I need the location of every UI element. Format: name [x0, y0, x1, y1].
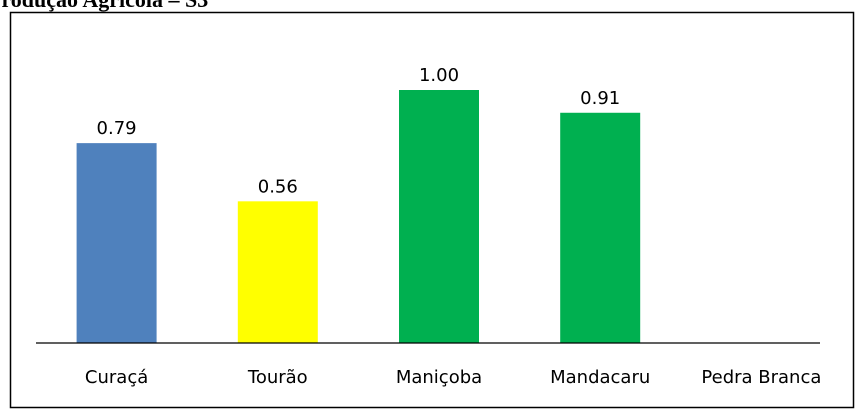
x-tick-label: Mandacaru — [550, 367, 650, 388]
data-label: 0.91 — [580, 88, 620, 109]
x-tick-label: Maniçoba — [396, 367, 482, 388]
data-label: 0.79 — [97, 118, 137, 139]
x-tick-label: Pedra Branca — [701, 367, 821, 388]
chart-title: Produção Agrícola – S3 — [0, 0, 208, 12]
x-tick-label: Tourão — [247, 367, 308, 388]
bar — [237, 201, 318, 343]
bar — [560, 112, 641, 344]
data-label: 0.56 — [258, 176, 298, 197]
x-tick-label: Curaçá — [85, 367, 148, 388]
bar — [76, 143, 157, 343]
bar — [399, 90, 479, 343]
chart-frame — [9, 11, 855, 409]
data-label: 1.00 — [419, 65, 459, 86]
